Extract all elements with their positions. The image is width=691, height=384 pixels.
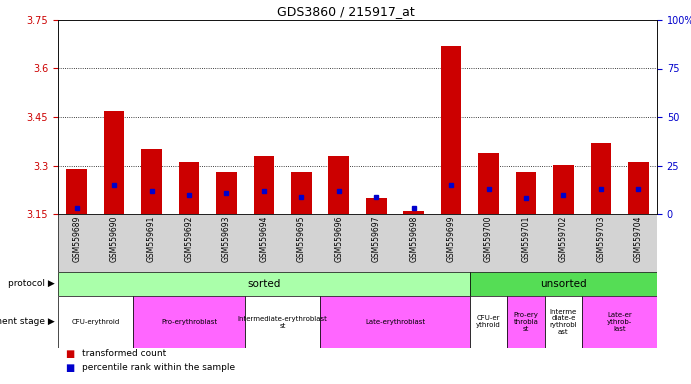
Text: sorted: sorted	[247, 279, 281, 289]
Text: ■: ■	[65, 349, 74, 359]
Text: ■: ■	[65, 363, 74, 373]
Text: Pro-ery
throbla
st: Pro-ery throbla st	[513, 312, 538, 332]
Bar	[366, 198, 386, 214]
Text: Interme
diate-e
rythrobl
ast: Interme diate-e rythrobl ast	[549, 308, 577, 336]
Text: unsorted: unsorted	[540, 279, 587, 289]
Text: GSM559689: GSM559689	[73, 215, 82, 262]
Bar	[470, 296, 507, 348]
Text: Late-erythroblast: Late-erythroblast	[365, 319, 425, 325]
Bar	[628, 162, 649, 214]
Text: development stage ▶: development stage ▶	[0, 318, 55, 326]
Text: Pro-erythroblast: Pro-erythroblast	[161, 319, 217, 325]
Text: protocol ▶: protocol ▶	[8, 280, 55, 288]
Bar	[104, 111, 124, 214]
Bar	[328, 156, 349, 214]
Bar	[216, 172, 237, 214]
Bar	[470, 272, 657, 296]
Bar	[441, 46, 462, 214]
Text: GDS3860 / 215917_at: GDS3860 / 215917_at	[276, 5, 415, 18]
Bar	[582, 296, 657, 348]
Text: Intermediate-erythroblast
st: Intermediate-erythroblast st	[238, 316, 328, 328]
Text: GSM559701: GSM559701	[522, 215, 531, 262]
Text: GSM559703: GSM559703	[596, 215, 605, 262]
Text: GSM559700: GSM559700	[484, 215, 493, 262]
Text: GSM559702: GSM559702	[559, 215, 568, 262]
Text: Late-er
ythrob-
last: Late-er ythrob- last	[607, 312, 632, 332]
Bar	[478, 152, 499, 214]
Bar	[133, 296, 245, 348]
Bar	[553, 166, 574, 214]
Text: GSM559694: GSM559694	[259, 215, 268, 262]
Bar	[58, 296, 133, 348]
Bar	[58, 214, 657, 272]
Bar	[515, 172, 536, 214]
Bar	[245, 296, 320, 348]
Text: GSM559699: GSM559699	[446, 215, 455, 262]
Text: GSM559696: GSM559696	[334, 215, 343, 262]
Bar	[254, 156, 274, 214]
Bar	[591, 143, 611, 214]
Text: GSM559698: GSM559698	[409, 215, 418, 262]
Bar	[66, 169, 87, 214]
Text: GSM559697: GSM559697	[372, 215, 381, 262]
Text: percentile rank within the sample: percentile rank within the sample	[82, 364, 236, 372]
Text: GSM559695: GSM559695	[297, 215, 306, 262]
Text: GSM559693: GSM559693	[222, 215, 231, 262]
Bar	[141, 149, 162, 214]
Text: GSM559691: GSM559691	[147, 215, 156, 262]
Text: GSM559704: GSM559704	[634, 215, 643, 262]
Bar	[404, 211, 424, 214]
Bar	[545, 296, 582, 348]
Bar	[320, 296, 470, 348]
Bar	[291, 172, 312, 214]
Text: CFU-erythroid: CFU-erythroid	[71, 319, 120, 325]
Text: CFU-er
ythroid: CFU-er ythroid	[476, 316, 501, 328]
Bar	[179, 162, 199, 214]
Text: transformed count: transformed count	[82, 349, 167, 359]
Text: GSM559692: GSM559692	[184, 215, 193, 262]
Bar	[58, 272, 470, 296]
Text: GSM559690: GSM559690	[110, 215, 119, 262]
Bar	[507, 296, 545, 348]
